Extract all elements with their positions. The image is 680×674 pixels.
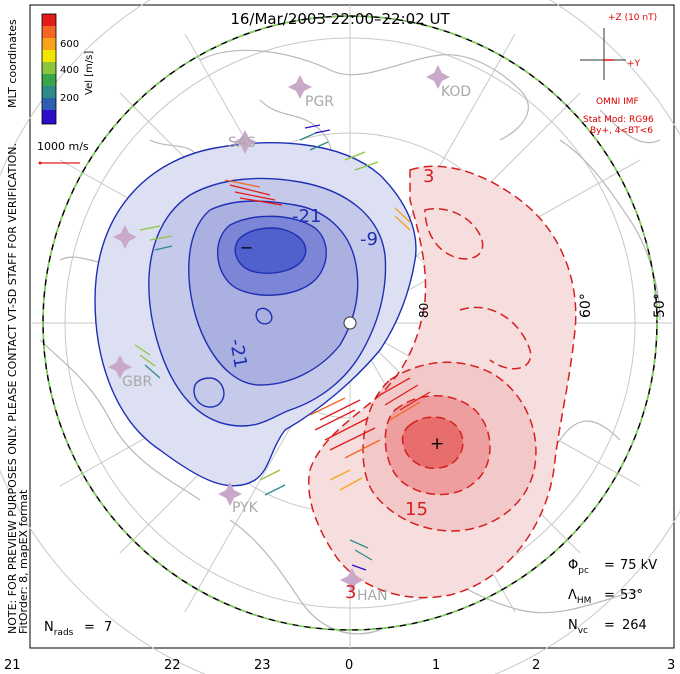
velocity-colorbar: [41, 13, 57, 125]
coords-label: MLT coordinates: [6, 19, 19, 108]
stats-lambda-hm-value: 53°: [620, 588, 643, 603]
mlt-tick-0: 0: [345, 658, 353, 673]
stats-n-vc-value: 264: [622, 618, 647, 633]
svg-text:=: =: [604, 588, 615, 603]
station-han: HAN: [357, 588, 388, 604]
station-gbr: GBR: [122, 374, 152, 390]
contour-label-pos-3: 3: [423, 166, 434, 187]
contour-label-neg-21: -21: [292, 206, 321, 227]
svg-text:=: =: [84, 620, 95, 635]
colorbar-tick-400: 400: [60, 65, 79, 76]
fit-order-note: FitOrder: 8, mapEX format: [17, 489, 30, 634]
pole-marker: [343, 316, 357, 330]
svg-text:=: =: [604, 618, 615, 633]
potential-minimum-marker: −: [240, 238, 253, 257]
mlt-tick-21: 21: [4, 658, 21, 673]
mlt-tick-1: 1: [432, 658, 440, 673]
contour-label-pos-3b: 3: [345, 582, 356, 603]
contour-label-pos-15: 15: [405, 499, 428, 520]
potential-fill: [95, 142, 576, 598]
reference-vector-label: 1000 m/s: [37, 140, 89, 153]
colorbar-tick-600: 600: [60, 39, 79, 50]
stats-n-rads-value: 7: [104, 620, 112, 635]
lat-label-60: 60°: [578, 293, 594, 318]
preview-note: NOTE: FOR PREVIEW PURPOSES ONLY. PLEASE …: [6, 143, 19, 634]
contour-label-neg-9: -9: [360, 229, 378, 250]
positive-contours: [308, 165, 577, 599]
potential-maximum-marker: +: [430, 434, 444, 454]
contour-label-neg-21b: -21: [225, 337, 251, 370]
lat-label-80: 80: [417, 303, 431, 318]
velocity-vectors: [134, 124, 431, 571]
imf-y-label: +Y: [627, 59, 641, 69]
station-pgr: PGR: [305, 94, 334, 110]
imf-scale-label: +Z (10 nT): [608, 13, 657, 23]
station-sas: SAS: [228, 135, 256, 151]
stat-model: Stat Mod: RG96: [583, 115, 654, 125]
page-title: 16/Mar/2003 22:00–22:02 UT: [230, 10, 450, 28]
colorbar-tick-200: 200: [60, 93, 79, 104]
station-pyk: PYK: [232, 500, 259, 516]
lat-label-50: 50°: [652, 293, 668, 318]
imf-condition: By+, 4<BT<6: [590, 126, 653, 136]
mlt-tick-2: 2: [532, 658, 540, 673]
station-markers: [108, 65, 450, 592]
negative-contours: [94, 142, 417, 487]
imf-source: OMNI IMF: [596, 97, 639, 107]
svg-text:=: =: [604, 558, 615, 573]
station-kod: KOD: [441, 84, 471, 100]
mlt-tick-3: 3: [667, 658, 675, 673]
mlt-tick-23: 23: [254, 658, 271, 673]
stats-phi-pc-value: 75 kV: [620, 558, 657, 573]
colorbar-label: Vel [m/s]: [84, 51, 95, 95]
reference-vector-origin: [38, 161, 42, 165]
hmb-boundary-dash: [42, 15, 658, 631]
mlt-tick-22: 22: [164, 658, 181, 673]
